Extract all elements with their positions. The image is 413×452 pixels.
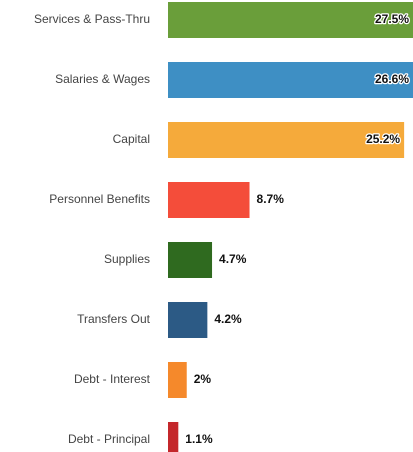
bar — [168, 302, 208, 338]
category-label: Personnel Benefits — [49, 192, 150, 206]
bar — [168, 62, 413, 98]
bar — [168, 182, 250, 218]
value-label: 2% — [194, 372, 212, 386]
category-label: Capital — [113, 132, 150, 146]
value-label: 26.6% — [375, 72, 409, 86]
category-label: Supplies — [104, 252, 150, 266]
bar — [168, 362, 187, 398]
value-label: 4.7% — [219, 252, 247, 266]
bar — [168, 122, 405, 158]
bar — [168, 242, 213, 278]
value-label: 8.7% — [257, 192, 285, 206]
category-label: Salaries & Wages — [55, 72, 150, 86]
category-label: Debt - Principal — [68, 432, 150, 446]
category-label: Services & Pass-Thru — [34, 12, 150, 26]
bar — [168, 422, 179, 452]
bar — [168, 2, 413, 38]
value-label: 25.2% — [366, 132, 400, 146]
value-label: 4.2% — [214, 312, 242, 326]
value-label: 1.1% — [185, 432, 213, 446]
category-label: Transfers Out — [77, 312, 151, 326]
value-label: 27.5% — [375, 12, 409, 26]
category-label: Debt - Interest — [74, 372, 151, 386]
